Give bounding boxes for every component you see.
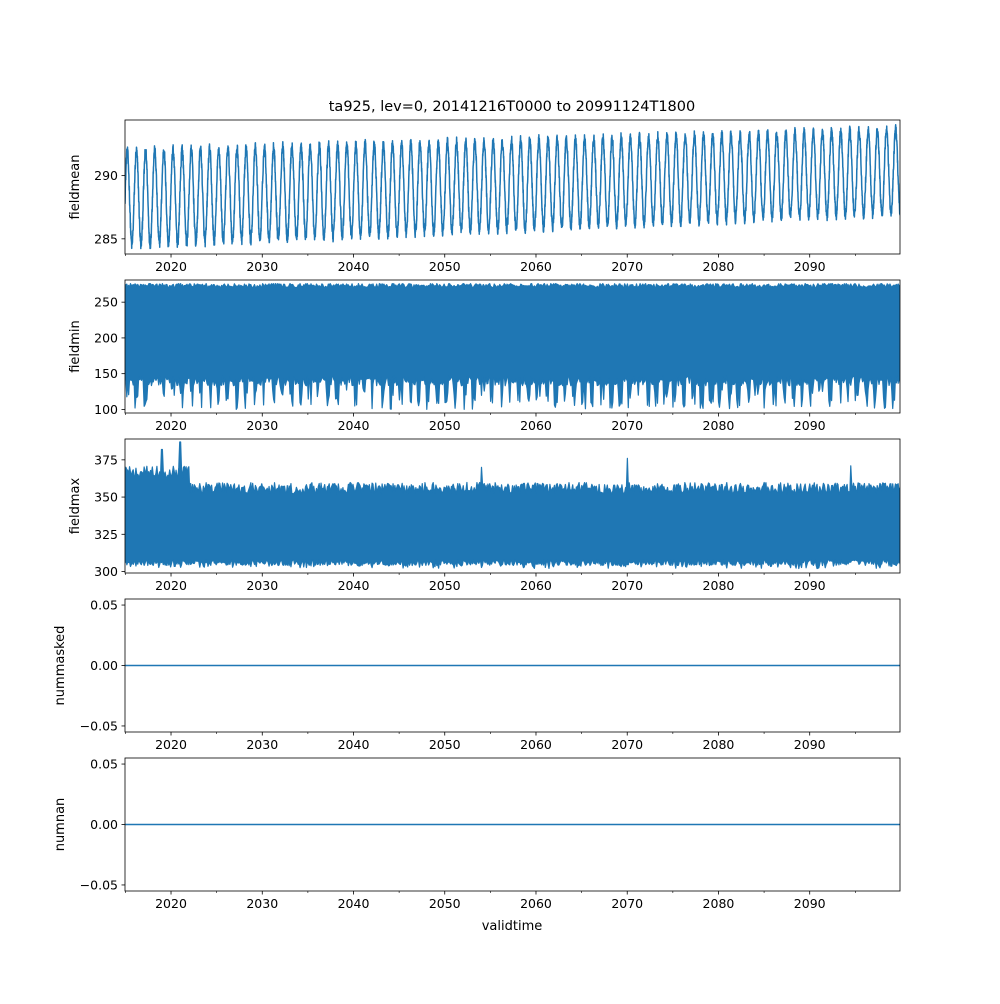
y-tick-label: 200 [94, 330, 118, 345]
x-tick-label: 2090 [794, 578, 826, 593]
x-tick-label: 2040 [338, 737, 370, 752]
series-line-fieldmean [125, 124, 900, 250]
x-tick-label: 2070 [611, 259, 643, 274]
x-tick-label: 2020 [155, 578, 187, 593]
x-axis-label: validtime [482, 919, 543, 934]
panel-fieldmean: 2020 2030 2040 2050 2060 2070 2080 2090 285 290 fi… [68, 119, 901, 274]
y-axis-label-fieldmax: fieldmax [68, 478, 83, 535]
series-fieldmin [125, 282, 900, 410]
x-tick-label: 2050 [429, 737, 461, 752]
x-tick-label: 2020 [155, 896, 187, 911]
series-fieldmean [125, 124, 900, 250]
x-tick-label: 2040 [338, 259, 370, 274]
x-tick-label: 2020 [155, 259, 187, 274]
y-tick-label: 0.05 [90, 598, 118, 613]
panel-nummasked: 2020 2030 2040 2050 2060 2070 2080 2090 −0.05 0.0… [53, 598, 901, 752]
x-tick-label: 2090 [794, 418, 826, 433]
panel-numnan: 2020 2030 2040 2050 2060 2070 2080 2090 −0.05 0.0… [53, 757, 901, 911]
x-tick-label: 2030 [246, 737, 278, 752]
x-tick-label: 2060 [520, 896, 552, 911]
x-tick-label: 2090 [794, 737, 826, 752]
y-tick-label: 0.00 [90, 817, 118, 832]
y-tick-label: 300 [94, 564, 118, 579]
x-tick-label: 2030 [246, 896, 278, 911]
axes-frame-fieldmax [124, 438, 901, 574]
y-tick-label: −0.05 [80, 877, 118, 892]
x-tick-label: 2080 [703, 896, 735, 911]
y-axis-label-nummasked: nummasked [53, 626, 68, 706]
x-tick-label: 2060 [520, 418, 552, 433]
chart-title: ta925, lev=0, 20141216T0000 to 20991124T… [329, 99, 696, 115]
x-tick-label: 2040 [338, 896, 370, 911]
y-tick-label: 285 [94, 231, 118, 246]
x-tick-label: 2070 [611, 896, 643, 911]
series-band-fieldmax [125, 441, 900, 570]
x-tick-label: 2050 [429, 896, 461, 911]
x-tick-label: 2030 [246, 418, 278, 433]
series-fieldmax [125, 441, 900, 570]
panel-fieldmax: 2020 2030 2040 2050 2060 2070 2080 2090 300 325 35… [68, 438, 901, 593]
x-tick-label: 2060 [520, 578, 552, 593]
x-tick-label: 2090 [794, 896, 826, 911]
x-tick-label: 2080 [703, 418, 735, 433]
y-axis-label-numnan: numnan [53, 798, 68, 852]
y-tick-label: 0.05 [90, 757, 118, 772]
x-tick-label: 2080 [703, 737, 735, 752]
axes-frame-fieldmean [124, 119, 901, 255]
x-tick-label: 2020 [155, 737, 187, 752]
y-tick-label: 150 [94, 366, 118, 381]
y-tick-label: 350 [94, 490, 118, 505]
x-tick-label: 2040 [338, 418, 370, 433]
x-tick-label: 2070 [611, 578, 643, 593]
y-axis-label-fieldmin: fieldmin [68, 320, 83, 373]
y-tick-label: 290 [94, 168, 118, 183]
x-tick-label: 2060 [520, 737, 552, 752]
y-tick-label: 325 [94, 527, 118, 542]
x-tick-label: 2050 [429, 578, 461, 593]
series-band-fieldmin [125, 282, 900, 410]
y-tick-label: 100 [94, 402, 118, 417]
x-tick-label: 2080 [703, 578, 735, 593]
y-tick-label: 250 [94, 295, 118, 310]
panel-fieldmin: 2020 2030 2040 2050 2060 2070 2080 2090 100 150 20… [68, 279, 901, 433]
x-tick-label: 2020 [155, 418, 187, 433]
x-tick-label: 2070 [611, 418, 643, 433]
x-tick-label: 2060 [520, 259, 552, 274]
x-tick-label: 2030 [246, 259, 278, 274]
x-tick-label: 2050 [429, 259, 461, 274]
x-tick-label: 2090 [794, 259, 826, 274]
x-tick-label: 2080 [703, 259, 735, 274]
y-axis-label-fieldmean: fieldmean [68, 155, 83, 220]
x-tick-label: 2070 [611, 737, 643, 752]
x-tick-label: 2050 [429, 418, 461, 433]
y-tick-label: 0.00 [90, 658, 118, 673]
axes-frame-fieldmin [124, 279, 901, 414]
x-tick-label: 2040 [338, 578, 370, 593]
y-tick-label: −0.05 [80, 718, 118, 733]
y-tick-label: 375 [94, 452, 118, 467]
x-tick-label: 2030 [246, 578, 278, 593]
